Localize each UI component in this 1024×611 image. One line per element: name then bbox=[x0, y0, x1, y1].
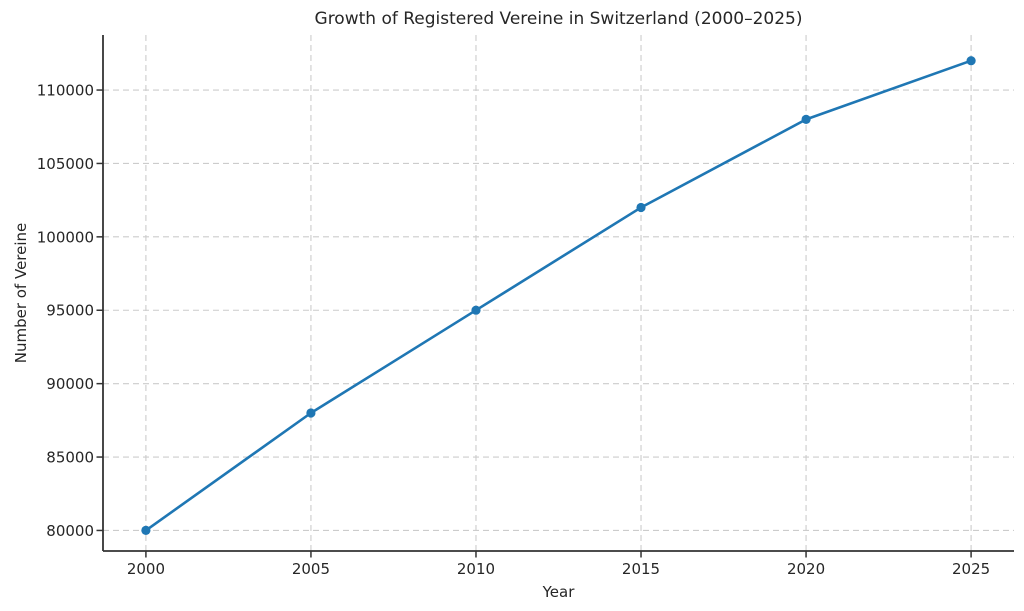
y-tick-label: 85000 bbox=[46, 449, 94, 467]
y-tick-label: 100000 bbox=[37, 228, 94, 246]
y-tick-label: 110000 bbox=[37, 82, 94, 100]
x-tick-label: 2020 bbox=[787, 560, 825, 578]
y-tick-label: 95000 bbox=[46, 302, 94, 320]
x-tick-label: 2015 bbox=[622, 560, 660, 578]
x-tick-label: 2025 bbox=[952, 560, 990, 578]
data-point bbox=[801, 114, 811, 124]
y-tick-label: 90000 bbox=[46, 375, 94, 393]
x-tick-label: 2000 bbox=[127, 560, 165, 578]
y-tick-label: 105000 bbox=[37, 155, 94, 173]
data-point bbox=[306, 408, 316, 418]
y-axis-label: Number of Vereine bbox=[12, 223, 30, 364]
data-point bbox=[471, 305, 481, 315]
data-point bbox=[141, 525, 151, 536]
x-axis-label: Year bbox=[542, 583, 576, 601]
data-point bbox=[636, 202, 646, 213]
x-tick-label: 2010 bbox=[457, 560, 495, 578]
data-point bbox=[966, 56, 976, 66]
data-line bbox=[144, 59, 973, 532]
y-tick-label: 80000 bbox=[46, 522, 94, 540]
x-tick-label: 2005 bbox=[292, 560, 330, 578]
chart-title: Growth of Registered Vereine in Switzerl… bbox=[315, 9, 803, 29]
